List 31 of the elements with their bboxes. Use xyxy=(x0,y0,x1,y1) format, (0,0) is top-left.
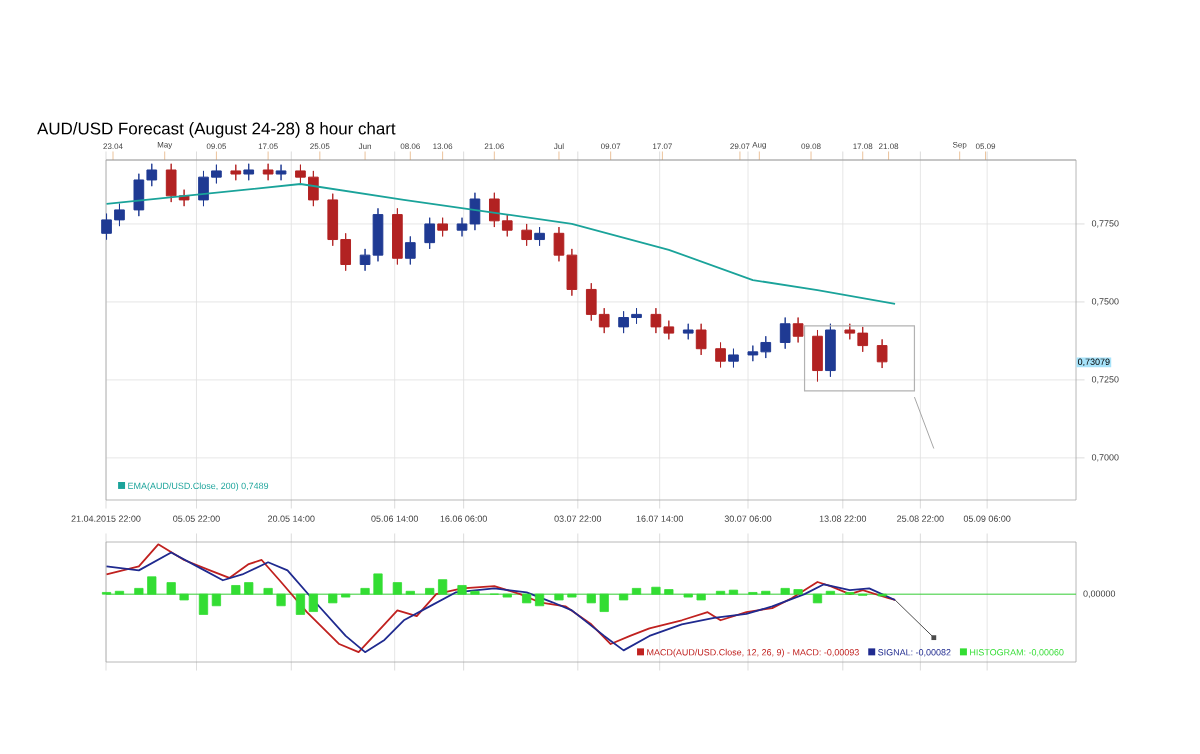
candlestick xyxy=(876,338,888,369)
bar xyxy=(308,593,318,612)
bar xyxy=(728,589,739,595)
candlestick xyxy=(262,163,274,181)
chart-title: AUD/USD Forecast (August 24-28) 8 hour chart xyxy=(37,122,396,138)
candlestick xyxy=(437,217,448,237)
candlestick xyxy=(695,323,707,356)
candlestick xyxy=(728,348,739,368)
candlestick xyxy=(825,323,836,378)
line-series xyxy=(105,183,896,305)
bar xyxy=(198,593,209,615)
bar xyxy=(295,593,306,615)
candlestick xyxy=(243,163,255,181)
bar xyxy=(618,593,629,601)
bar xyxy=(522,593,532,604)
bar xyxy=(812,593,823,604)
bar xyxy=(211,593,222,607)
candlestick xyxy=(424,217,436,250)
bar xyxy=(631,587,642,595)
candlestick xyxy=(812,329,823,382)
candlestick xyxy=(779,317,791,350)
candlestick xyxy=(682,323,694,340)
candlestick xyxy=(715,341,726,368)
candlestick xyxy=(392,207,403,265)
bar xyxy=(534,593,545,607)
candlestick xyxy=(521,223,532,247)
candlestick xyxy=(792,317,804,343)
candlestick xyxy=(275,164,287,181)
candlestick xyxy=(404,235,416,265)
candlestick xyxy=(230,164,242,181)
candlestick xyxy=(534,226,545,247)
